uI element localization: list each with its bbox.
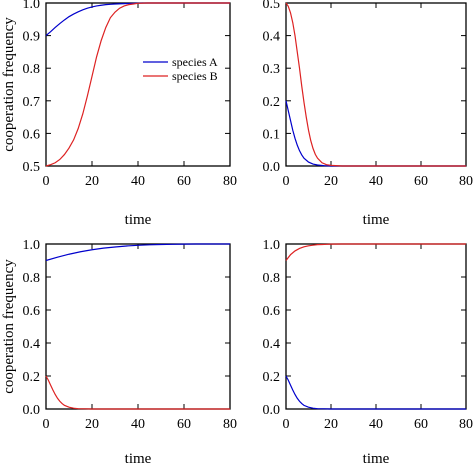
- y-tick-label: 1.0: [23, 0, 41, 12]
- plot-frame: [45, 243, 231, 410]
- y-tick-label: 0.8: [23, 62, 41, 77]
- x-axis-title: time: [125, 212, 152, 228]
- plot-frame: [285, 243, 467, 410]
- x-axis-title: time: [125, 451, 152, 465]
- chart-panel-1: 0 20 40 60 80 0.5 0.6 0.7 0.8 0.9 1.0 time cooperati…: [1, 0, 237, 228]
- series-line-red: [45, 375, 230, 410]
- x-tick-label: 40: [131, 417, 145, 432]
- y-tick-label: 0.5: [263, 0, 281, 12]
- y-tick-label: 0.2: [23, 370, 41, 385]
- series-line-blue: [45, 243, 230, 262]
- x-tick-label: 40: [369, 174, 383, 189]
- x-tick-label: 60: [177, 417, 191, 432]
- y-tick-label: 0.2: [263, 95, 281, 110]
- series-line-red: [45, 2, 230, 167]
- y-tick-label: 0.8: [23, 271, 41, 286]
- legend-label: species A: [172, 55, 218, 69]
- y-tick-label: 0.0: [23, 403, 41, 418]
- y-tick-label: 0.5: [23, 160, 41, 175]
- x-tick-label: 20: [324, 417, 338, 432]
- x-tick-label: 0: [43, 174, 50, 189]
- y-tick-label: 1.0: [263, 238, 281, 253]
- x-tick-label: 60: [414, 417, 428, 432]
- x-tick-label: 20: [85, 417, 99, 432]
- x-axis-title: time: [363, 451, 390, 465]
- y-tick-label: 0.4: [23, 337, 41, 352]
- x-tick-label: 0: [43, 417, 50, 432]
- y-tick-label: 0.8: [263, 271, 281, 286]
- y-tick-label: 0.0: [263, 160, 281, 175]
- y-tick-label: 0.6: [263, 304, 281, 319]
- x-tick-label: 0: [283, 174, 290, 189]
- y-tick-label: 1.0: [23, 238, 41, 253]
- y-axis-title: cooperation frequency: [1, 259, 17, 394]
- series-line-blue: [285, 100, 466, 167]
- x-tick-label: 80: [459, 417, 473, 432]
- x-tick-label: 40: [131, 174, 145, 189]
- y-tick-label: 0.7: [23, 95, 41, 110]
- x-tick-label: 60: [177, 174, 191, 189]
- x-tick-label: 80: [223, 417, 237, 432]
- y-tick-label: 0.3: [263, 62, 281, 77]
- y-tick-label: 0.9: [23, 30, 41, 45]
- x-tick-label: 20: [85, 174, 99, 189]
- x-axis-title: time: [363, 212, 390, 228]
- chart-panel-3: 0 20 40 60 80 0.0 0.2 0.4 0.6 0.8 1.0 time cooperati…: [1, 238, 237, 465]
- x-tick-label: 0: [283, 417, 290, 432]
- chart-panel-2: 0 20 40 60 80 0.0 0.1 0.2 0.3 0.4 0.5 time: [263, 0, 474, 228]
- x-tick-label: 80: [459, 174, 473, 189]
- plot-frame: [45, 2, 231, 167]
- x-tick-label: 40: [369, 417, 383, 432]
- y-tick-label: 0.4: [263, 30, 281, 45]
- y-tick-label: 0.0: [263, 403, 281, 418]
- series-line-blue: [285, 375, 466, 410]
- y-tick-label: 0.1: [263, 127, 281, 142]
- y-tick-label: 0.2: [263, 370, 281, 385]
- x-tick-label: 80: [223, 174, 237, 189]
- x-tick-label: 60: [414, 174, 428, 189]
- y-tick-label: 0.4: [263, 337, 281, 352]
- x-tick-label: 20: [324, 174, 338, 189]
- legend-label: species B: [172, 69, 218, 83]
- chart-panel-4: 0 20 40 60 80 0.0 0.2 0.4 0.6 0.8 1.0 time: [263, 238, 474, 465]
- plot-frame: [285, 2, 467, 167]
- y-axis-title: cooperation frequency: [1, 17, 17, 152]
- series-line-red: [285, 2, 466, 167]
- y-tick-label: 0.6: [23, 127, 41, 142]
- y-tick-label: 0.6: [23, 304, 41, 319]
- series-line-red: [285, 243, 466, 261]
